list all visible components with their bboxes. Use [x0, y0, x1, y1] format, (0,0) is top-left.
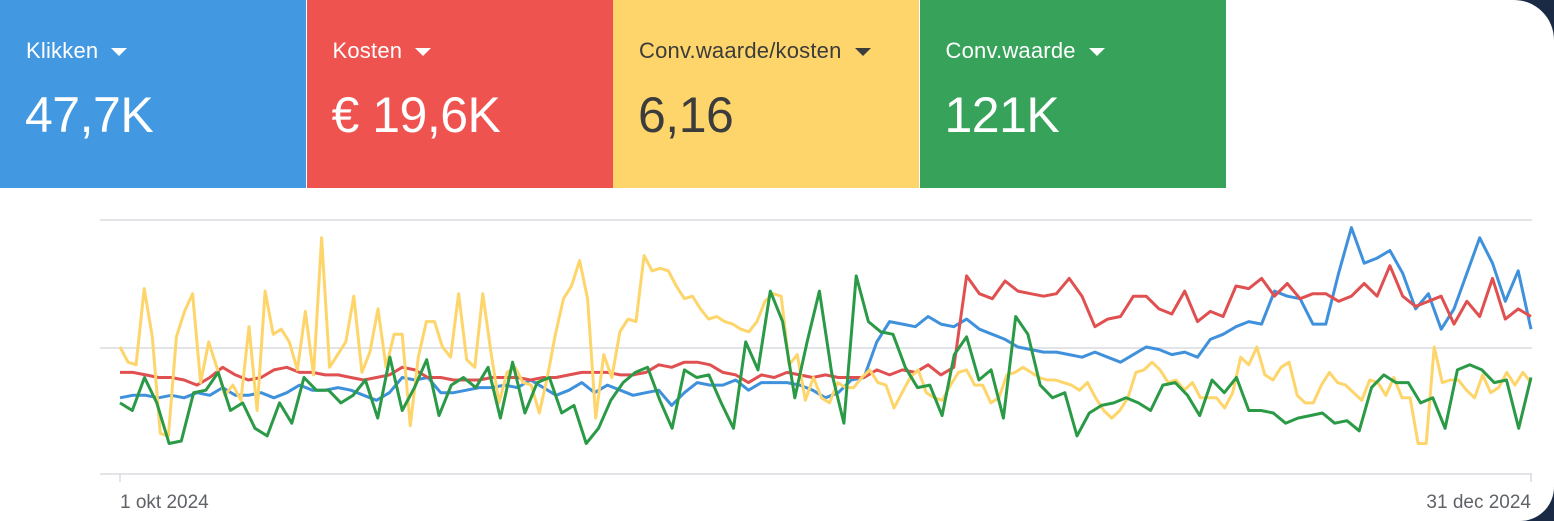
- chart-series: [118, 226, 1533, 445]
- x-axis-end-label: 31 dec 2024: [1426, 492, 1531, 513]
- metric-tile-conv-value-per-cost[interactable]: Conv.waarde/kosten 6,16: [613, 0, 919, 188]
- caret-down-icon: [1088, 48, 1105, 56]
- metric-selector-costs[interactable]: Kosten: [333, 38, 432, 64]
- metric-label-conv-value: Conv.waarde: [945, 38, 1076, 63]
- caret-down-icon: [111, 48, 128, 56]
- metric-tile-costs[interactable]: Kosten € 19,6K: [306, 0, 613, 188]
- metric-selector-clicks[interactable]: Klikken: [26, 38, 128, 64]
- series-line-conv-waarde-kosten: [118, 236, 1533, 445]
- caret-down-icon: [854, 48, 871, 56]
- metric-value-costs: € 19,6K: [331, 87, 501, 143]
- metric-label-conv-value-per-cost: Conv.waarde/kosten: [639, 38, 842, 63]
- series-line-klikken: [119, 226, 1533, 407]
- metric-label-clicks: Klikken: [26, 38, 99, 63]
- caret-down-icon: [415, 48, 432, 56]
- series-line-conv-waarde: [119, 274, 1533, 445]
- chart-gridlines: [100, 219, 1532, 482]
- metric-tiles: Klikken 47,7K Kosten € 19,6K Conv.waarde…: [0, 0, 1226, 188]
- metric-label-costs: Kosten: [332, 38, 403, 63]
- line-chart: 1 okt 2024 31 dec 2024: [100, 219, 1533, 513]
- series-line-kosten: [120, 264, 1532, 387]
- metric-value-conv-value: 121K: [944, 87, 1060, 143]
- metric-value-clicks: 47,7K: [25, 87, 154, 143]
- metric-value-conv-value-per-cost: 6,16: [638, 87, 734, 143]
- metric-selector-conv-value-per-cost[interactable]: Conv.waarde/kosten: [639, 38, 871, 64]
- chart-x-axis: 1 okt 2024 31 dec 2024: [120, 492, 1531, 513]
- x-axis-start-label: 1 okt 2024: [120, 492, 209, 513]
- metric-tile-clicks[interactable]: Klikken 47,7K: [0, 0, 306, 188]
- metric-tile-conv-value[interactable]: Conv.waarde 121K: [919, 0, 1226, 188]
- metric-selector-conv-value[interactable]: Conv.waarde: [946, 38, 1105, 64]
